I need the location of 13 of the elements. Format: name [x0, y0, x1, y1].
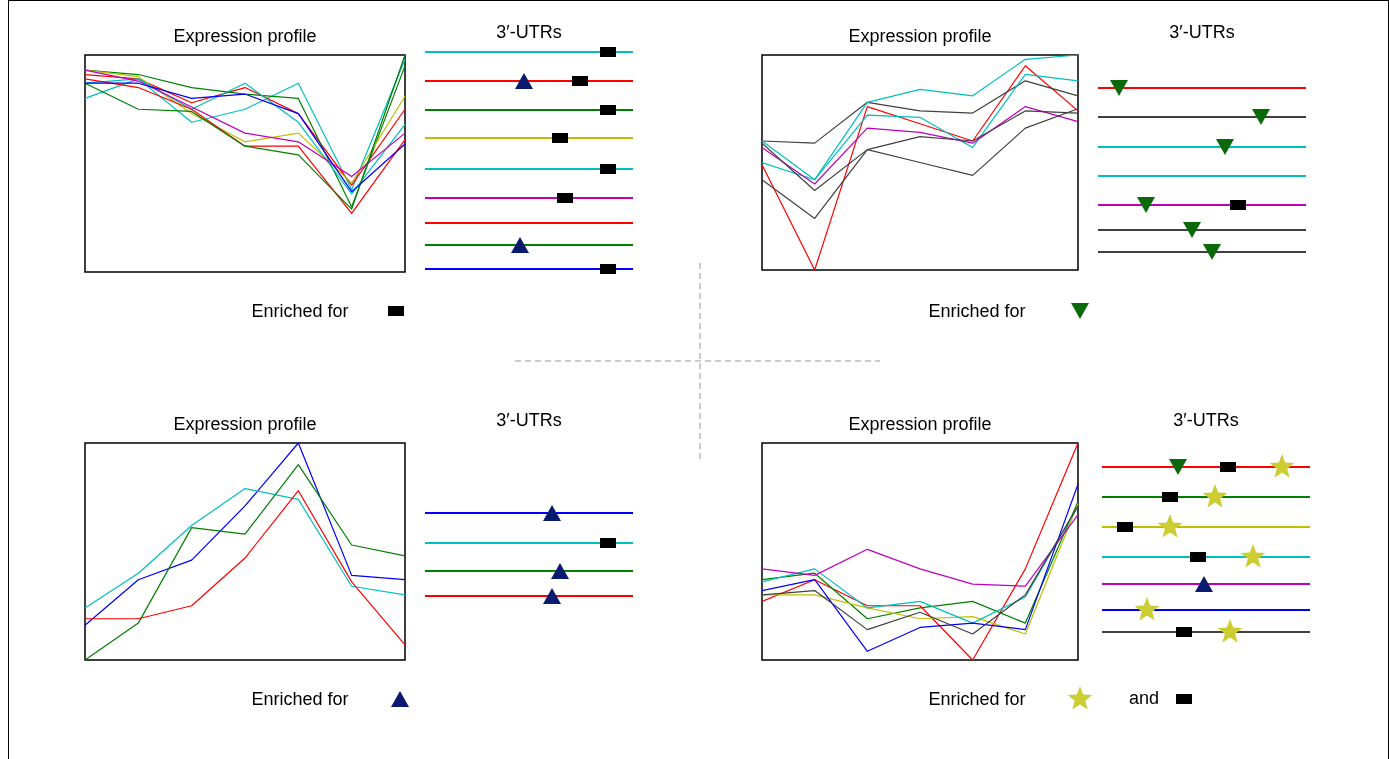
text: 3′-UTRs [496, 22, 562, 42]
chart-title: Expression profile [848, 414, 992, 434]
text: Enriched for [251, 689, 349, 709]
text: and [1128, 688, 1160, 708]
chart-title: Expression profile [173, 26, 317, 46]
chart-title: Expression profile [173, 414, 317, 434]
text: Enriched for [928, 301, 1026, 321]
text: Enriched for [928, 689, 1026, 709]
text: 3′-UTRs [1169, 22, 1235, 42]
text: 3′-UTRs [1173, 410, 1239, 430]
text: 3′-UTRs [496, 410, 562, 430]
chart-title: Expression profile [848, 26, 992, 46]
text: Enriched for [251, 301, 349, 321]
